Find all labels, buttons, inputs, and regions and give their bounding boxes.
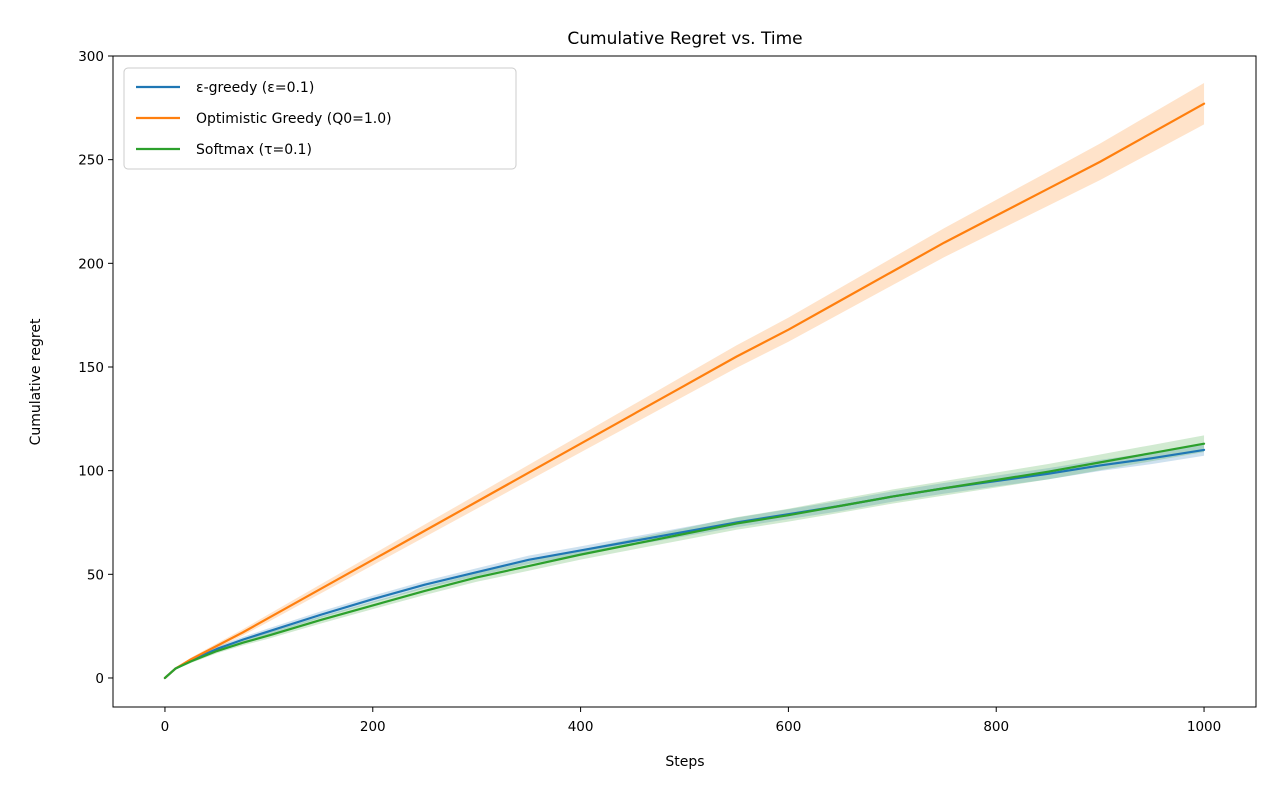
x-tick-label: 800: [983, 719, 1009, 735]
legend: ε-greedy (ε=0.1) Optimistic Greedy (Q0=1.…: [123, 67, 517, 170]
chart-title: Cumulative Regret vs. Time: [567, 29, 802, 49]
legend-label: ε-greedy (ε=0.1): [196, 80, 314, 96]
series-line: [163, 442, 1206, 680]
x-tick-label: 600: [776, 719, 802, 735]
y-tick-label: 150: [78, 360, 104, 376]
confidence-bands: [164, 82, 1205, 678]
legend-box: [123, 67, 517, 170]
series-line: [163, 448, 1206, 680]
y-axis-ticks: 0 50 100 150 200 250 300: [78, 49, 113, 687]
x-tick-label: 200: [360, 719, 386, 735]
x-tick-label: 1000: [1187, 719, 1221, 735]
plot-frame: [112, 55, 1257, 708]
series-lines: [163, 102, 1206, 680]
y-axis-label: Cumulative regret: [28, 318, 44, 445]
x-axis-ticks: 0 200 400 600 800 1000: [161, 707, 1221, 735]
legend-label: Softmax (τ=0.1): [196, 142, 312, 158]
series-line: [163, 102, 1206, 680]
legend-label: Optimistic Greedy (Q0=1.0): [196, 111, 392, 127]
y-tick-label: 50: [87, 567, 104, 583]
y-tick-label: 250: [78, 153, 104, 169]
confidence-band: [164, 82, 1205, 678]
y-tick-label: 0: [95, 671, 104, 687]
y-tick-label: 300: [78, 49, 104, 65]
x-tick-label: 0: [161, 719, 170, 735]
y-tick-label: 200: [78, 256, 104, 272]
x-axis-label: Steps: [665, 754, 704, 770]
x-tick-label: 400: [568, 719, 594, 735]
y-tick-label: 100: [78, 464, 104, 480]
confidence-band: [164, 444, 1205, 678]
confidence-band: [164, 435, 1205, 678]
